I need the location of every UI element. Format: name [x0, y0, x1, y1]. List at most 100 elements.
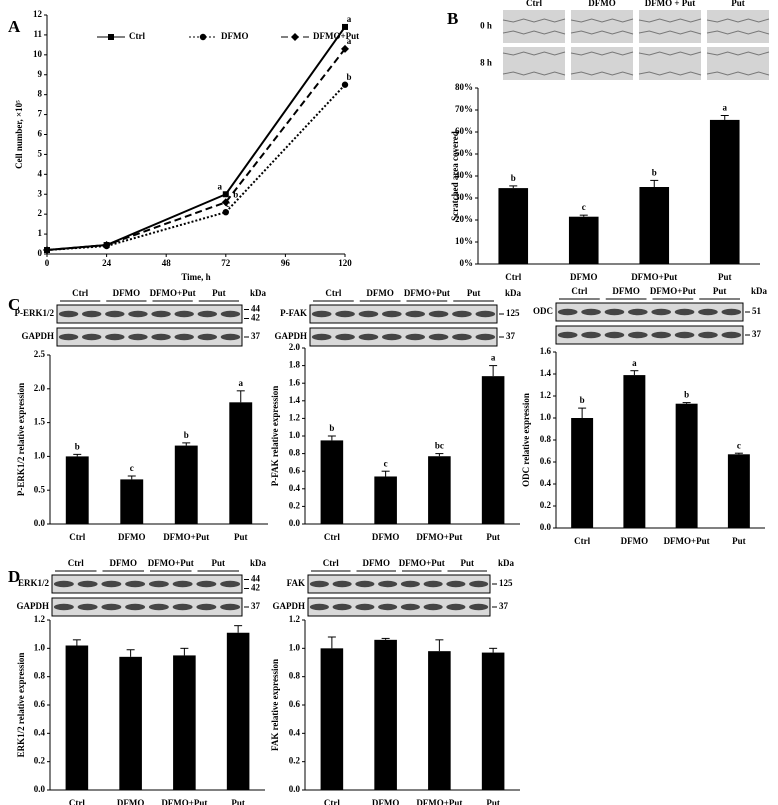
y-tick-label: 0.4 — [540, 478, 552, 488]
scratch-edge — [638, 30, 702, 35]
y-tick-label: 0.0 — [34, 518, 46, 528]
scratch-edge — [638, 51, 702, 56]
x-tick-label: DFMO — [118, 532, 146, 542]
marker — [341, 44, 349, 53]
blot-band — [358, 310, 379, 318]
y-tick-label: 0.8 — [540, 434, 552, 444]
y-tick-label: 0.5 — [34, 484, 46, 494]
blot-group-label: Ctrl — [68, 558, 84, 568]
blot-group-label: DFMO+Put — [650, 286, 696, 296]
y-tick-label: 1.2 — [540, 390, 552, 400]
kda-label: 51 — [752, 306, 762, 316]
x-tick-label: Ctrl — [574, 536, 590, 546]
y-tick-label: 10 — [33, 49, 43, 59]
y-tick-label: 0% — [460, 258, 474, 268]
blot-group-label: DFMO — [110, 558, 138, 568]
y-tick-label: 0.8 — [34, 671, 46, 681]
panel-label: C — [8, 295, 20, 314]
y-tick-label: 0.0 — [289, 784, 301, 794]
y-axis-label: FAK relative expression — [270, 659, 280, 751]
blot-band — [309, 603, 329, 611]
blot-band — [469, 603, 489, 611]
significance-letter: a — [347, 14, 352, 24]
legend-marker — [291, 33, 299, 41]
x-tick-label: DFMO+Put — [163, 532, 209, 542]
x-tick-label: DFMO — [621, 536, 649, 546]
blot-strip — [307, 574, 491, 594]
blot-band — [197, 310, 218, 318]
blot-band — [105, 310, 125, 318]
y-tick-label: 10% — [455, 236, 473, 246]
blot-band — [378, 580, 398, 588]
x-tick-label: 72 — [221, 258, 231, 268]
y-tick-label: 1.8 — [289, 360, 301, 370]
y-tick-label: 0.4 — [289, 727, 301, 737]
y-tick-label: 1.6 — [540, 346, 552, 356]
y-axis-label: ERK1/2 relative expression — [16, 653, 26, 758]
significance-letter: b — [511, 173, 516, 183]
kda-label: 125 — [499, 578, 513, 588]
x-tick-label: DFMO+Put — [161, 798, 207, 805]
blot-strip — [309, 304, 498, 324]
significance-letter: b — [346, 72, 351, 82]
blot-band — [332, 603, 352, 611]
significance-letter: a — [632, 358, 637, 368]
blot-band — [557, 308, 578, 316]
y-tick-label: 9 — [38, 69, 43, 79]
bar — [374, 476, 397, 524]
y-tick-label: 1.6 — [289, 377, 301, 387]
significance-letter: b — [652, 167, 657, 177]
scratch-image — [639, 47, 701, 80]
blot-group-label: DFMO — [113, 288, 141, 298]
image-column-label: DFMO — [588, 0, 616, 8]
blot-band — [128, 333, 148, 341]
bar — [65, 645, 89, 790]
scratch-image — [639, 10, 701, 43]
blot-band — [220, 333, 241, 341]
blot-band — [81, 333, 102, 341]
y-axis-label: Scratched area covered — [450, 131, 460, 221]
x-tick-label: Put — [486, 532, 500, 542]
blot-unit: kDa — [751, 286, 768, 296]
blot-group-label: DFMO — [366, 288, 394, 298]
y-tick-label: 4 — [38, 168, 43, 178]
scratch-edge — [638, 71, 702, 76]
blot-band — [405, 333, 426, 341]
bar — [173, 655, 196, 790]
x-tick-label: DFMO — [372, 798, 400, 805]
y-tick-label: 20% — [455, 214, 473, 224]
bar — [568, 216, 599, 264]
bar — [174, 445, 198, 524]
blot-row-label: P-FAK — [280, 308, 307, 318]
significance-letter: a — [347, 36, 352, 46]
bar — [320, 440, 344, 524]
y-axis-label: P-ERK1/2 relative expression — [16, 383, 26, 496]
y-tick-label: 1 — [38, 228, 43, 238]
blot-band — [309, 580, 329, 588]
blot-band — [311, 310, 332, 318]
y-tick-label: 1.0 — [34, 642, 46, 652]
x-tick-label: Ctrl — [505, 272, 521, 282]
blot-group-label: Put — [713, 286, 727, 296]
blot-band — [355, 580, 375, 588]
blot-band — [105, 333, 125, 341]
y-tick-label: 8 — [38, 89, 43, 99]
blot-row-label: GAPDH — [275, 331, 308, 341]
blot-band — [172, 580, 193, 588]
bar — [571, 418, 594, 528]
significance-letter: c — [737, 440, 741, 450]
y-tick-label: 0.4 — [289, 483, 301, 493]
blot-band — [148, 603, 169, 611]
bar — [65, 456, 89, 524]
blot-band — [405, 310, 426, 318]
x-tick-label: DFMO — [117, 798, 145, 805]
significance-letter: b — [184, 430, 189, 440]
blot-band — [721, 331, 742, 339]
significance-letter: c — [582, 202, 586, 212]
blot-strip — [555, 325, 744, 345]
y-tick-label: 1.2 — [289, 614, 301, 624]
scratch-edge — [570, 18, 634, 23]
kda-label: 44 — [251, 304, 261, 314]
marker — [342, 23, 348, 30]
bar — [226, 632, 250, 790]
